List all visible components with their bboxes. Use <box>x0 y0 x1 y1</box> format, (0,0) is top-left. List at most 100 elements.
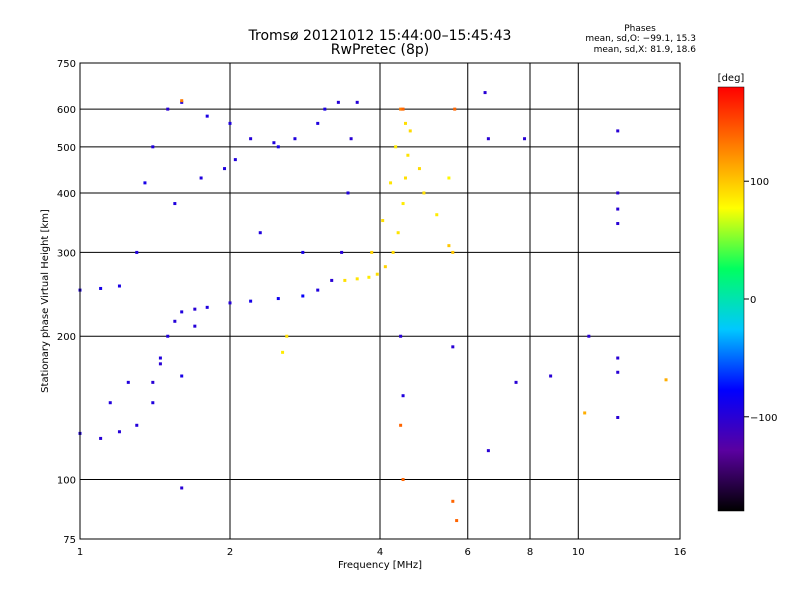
data-point <box>401 107 405 111</box>
data-point <box>117 430 121 434</box>
data-point <box>399 334 403 338</box>
data-point <box>549 374 553 378</box>
data-point <box>616 207 620 211</box>
data-point <box>158 362 162 366</box>
data-point <box>336 100 340 104</box>
data-point <box>523 137 527 141</box>
data-point <box>143 181 147 185</box>
data-point <box>340 250 344 254</box>
data-point <box>401 478 405 482</box>
data-point <box>408 129 412 133</box>
data-point <box>664 378 668 382</box>
data-point <box>223 167 227 171</box>
data-point <box>158 356 162 360</box>
y-tick-label: 300 <box>57 248 76 259</box>
data-point <box>447 176 451 180</box>
data-point <box>316 121 320 125</box>
data-point <box>193 307 197 311</box>
x-tick-label: 8 <box>527 547 533 558</box>
y-tick-label: 600 <box>57 105 76 116</box>
data-point <box>422 191 426 195</box>
y-tick-label: 100 <box>57 476 76 487</box>
data-point <box>451 250 455 254</box>
colorbar-tick-label: 0 <box>750 295 756 306</box>
data-point <box>272 141 276 145</box>
x-axis: 1 2 4 6 8 10 16 <box>77 547 687 558</box>
data-point <box>616 129 620 133</box>
data-point <box>616 222 620 226</box>
y-tick-label: 75 <box>63 535 76 546</box>
data-point <box>375 272 379 276</box>
data-point <box>391 250 395 254</box>
data-point <box>616 415 620 419</box>
data-point <box>99 436 103 440</box>
data-point <box>616 191 620 195</box>
data-point <box>205 114 209 118</box>
data-points <box>78 91 668 523</box>
colorbar <box>717 86 745 512</box>
data-point <box>166 107 170 111</box>
data-point <box>135 250 139 254</box>
data-point <box>199 176 203 180</box>
data-point <box>108 401 112 405</box>
data-point <box>180 100 184 104</box>
y-tick-label: 200 <box>57 332 76 343</box>
data-point <box>330 278 334 282</box>
data-point <box>355 100 359 104</box>
x-axis-label: Frequency [MHz] <box>338 560 422 571</box>
data-point <box>447 244 451 248</box>
colorbar-ticks: 100 0 −100 <box>744 177 777 424</box>
x-tick-label: 6 <box>465 547 471 558</box>
colorbar-label: [deg] <box>718 73 745 84</box>
grid <box>80 63 680 539</box>
data-point <box>616 356 620 360</box>
data-point <box>483 91 487 95</box>
x-tick-label: 1 <box>77 547 83 558</box>
data-point <box>301 250 305 254</box>
y-tick-label: 400 <box>57 189 76 200</box>
data-point <box>151 401 155 405</box>
info-line-o: mean, sd,O: −99.1, 15.3 <box>585 34 696 44</box>
chart-title: Tromsø 20121012 15:44:00–15:45:43 <box>248 28 512 44</box>
data-point <box>349 137 353 141</box>
data-point <box>406 153 410 157</box>
data-point <box>228 121 232 125</box>
data-point <box>281 350 285 354</box>
data-point <box>346 191 350 195</box>
data-point <box>401 202 405 206</box>
data-point <box>616 370 620 374</box>
data-point <box>301 294 305 298</box>
data-point <box>455 519 459 523</box>
x-tick-label: 10 <box>572 547 585 558</box>
data-point <box>486 449 490 453</box>
data-point <box>151 380 155 384</box>
x-tick-label: 4 <box>377 547 383 558</box>
data-point <box>383 265 387 269</box>
data-point <box>399 107 403 111</box>
data-point <box>293 137 297 141</box>
data-point <box>394 145 398 149</box>
data-point <box>180 486 184 490</box>
data-point <box>180 374 184 378</box>
data-point <box>583 411 587 415</box>
colorbar-tick-label: −100 <box>750 413 777 424</box>
y-axis: 75 100 200 300 400 500 600 750 <box>57 59 76 546</box>
data-point <box>381 219 385 223</box>
data-point <box>323 107 327 111</box>
info-heading: Phases <box>624 24 656 34</box>
data-point <box>276 145 280 149</box>
data-point <box>180 310 184 314</box>
data-point <box>514 380 518 384</box>
data-point <box>285 334 289 338</box>
data-point <box>451 499 455 503</box>
data-point <box>435 213 439 217</box>
data-point <box>316 288 320 292</box>
data-point <box>205 305 209 309</box>
data-point <box>370 250 374 254</box>
data-point <box>453 107 457 111</box>
data-point <box>180 99 184 103</box>
y-tick-label: 500 <box>57 143 76 154</box>
data-point <box>343 278 347 282</box>
x-tick-label: 2 <box>227 547 233 558</box>
